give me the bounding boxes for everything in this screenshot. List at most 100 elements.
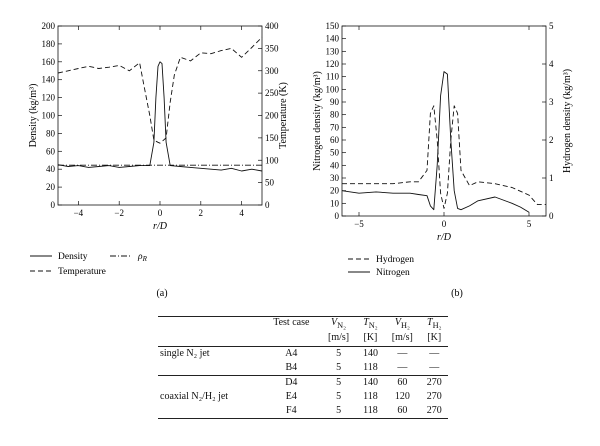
vn2-cell: 5 bbox=[336, 391, 342, 402]
y-right-tick-label: 350 bbox=[265, 43, 279, 53]
group-label: single N₂ jet bbox=[158, 346, 263, 361]
plot-frame bbox=[341, 25, 547, 217]
y-left-tick-label: 100 bbox=[42, 111, 56, 121]
y-left-tick-label: 200 bbox=[42, 21, 56, 31]
y-left-tick-label: 120 bbox=[42, 93, 56, 103]
vn2-cell: 5 bbox=[320, 404, 357, 419]
group-label bbox=[158, 375, 263, 390]
vn2-cell: 5 bbox=[320, 375, 357, 390]
group-label bbox=[158, 361, 262, 376]
y-left-tick-label: 60 bbox=[46, 146, 56, 156]
header-test-case: Test case bbox=[262, 316, 321, 347]
header-group bbox=[158, 316, 263, 347]
y-right-tick-label: 50 bbox=[265, 178, 275, 188]
y-right-tick-label: 2 bbox=[549, 135, 554, 145]
y-left-tick-label: 130 bbox=[326, 46, 340, 56]
tn2-cell: 140 bbox=[356, 346, 385, 361]
table-row: single N₂ jet A4 5 140 — — bbox=[158, 346, 448, 361]
x-tick-label: 0 bbox=[158, 208, 163, 218]
y-left-tick-label: 40 bbox=[330, 160, 340, 170]
series-line bbox=[341, 71, 530, 213]
table-row: coaxial N₂/H₂ jet E4 5 118 120 270 bbox=[158, 390, 448, 404]
y-right-axis-label: Hydrogen density (kg/m³) bbox=[562, 69, 573, 173]
x-axis-label: r/D bbox=[437, 232, 452, 243]
panel-a: −4 −2 0 2 4020406080100120140160180200050100… bbox=[28, 21, 289, 277]
legend-label: Temperature bbox=[58, 267, 106, 277]
header-t-h2: TH₂ [K] bbox=[420, 316, 448, 347]
y-right-tick-label: 300 bbox=[265, 66, 279, 76]
y-left-tick-label: 140 bbox=[326, 34, 340, 44]
y-left-tick-label: 60 bbox=[330, 135, 340, 145]
x-tick-label: 5 bbox=[527, 219, 532, 229]
y-left-tick-label: 80 bbox=[46, 128, 56, 138]
th2-cell: 270 bbox=[426, 391, 442, 402]
y-left-tick-label: 180 bbox=[42, 39, 56, 49]
y-right-tick-label: 0 bbox=[549, 211, 554, 221]
x-tick-label: 0 bbox=[442, 219, 447, 229]
tn2-cell: 118 bbox=[363, 362, 378, 373]
series-line bbox=[57, 61, 263, 172]
figure: −4 −2 0 2 4020406080100120140160180200050100… bbox=[28, 21, 573, 299]
y-right-tick-label: 250 bbox=[265, 88, 279, 98]
y-left-tick-label: 160 bbox=[42, 57, 56, 67]
x-axis-label: r/D bbox=[153, 221, 168, 232]
y-right-tick-label: 100 bbox=[265, 155, 279, 165]
x-tick-label: −5 bbox=[354, 219, 364, 229]
y-right-tick-label: 4 bbox=[549, 59, 554, 69]
legend-label: Hydrogen bbox=[376, 255, 414, 265]
y-left-tick-label: 120 bbox=[326, 59, 340, 69]
y-left-tick-label: 70 bbox=[330, 122, 340, 132]
y-left-axis-label: Nitrogen density (kg/m³) bbox=[312, 71, 323, 171]
y-left-tick-label: 40 bbox=[46, 164, 56, 174]
table-row: F4 5 118 60 270 bbox=[158, 404, 448, 419]
y-left-tick-label: 0 bbox=[335, 211, 340, 221]
group-label bbox=[158, 404, 263, 419]
panel-b: −5 0 5010203040506070809010011012013014015… bbox=[312, 21, 573, 278]
caption-b: (b) bbox=[451, 288, 463, 299]
case-cell: E4 bbox=[285, 391, 297, 402]
header-v-n2: VN₂ [m/s] bbox=[320, 316, 357, 347]
vn2-cell: 5 bbox=[320, 346, 357, 361]
x-tick-label: −2 bbox=[114, 208, 124, 218]
x-tick-label: 2 bbox=[199, 208, 204, 218]
y-right-tick-label: 5 bbox=[549, 21, 554, 31]
y-right-tick-label: 150 bbox=[265, 133, 279, 143]
group-label: coaxial N₂/H₂ jet bbox=[160, 391, 229, 402]
th2-cell: 270 bbox=[420, 404, 448, 419]
vh2-cell: 120 bbox=[394, 391, 410, 402]
y-left-tick-label: 30 bbox=[330, 173, 340, 183]
th2-cell: 270 bbox=[420, 375, 448, 390]
header-t-n2: TN₂ [K] bbox=[356, 316, 385, 347]
x-tick-label: 4 bbox=[239, 208, 244, 218]
y-left-tick-label: 110 bbox=[326, 72, 340, 82]
case-cell: A4 bbox=[262, 346, 321, 361]
y-left-tick-label: 150 bbox=[326, 21, 340, 31]
y-left-tick-label: 20 bbox=[330, 186, 340, 196]
test-case-table: Test case VN₂ [m/s] TN₂ [K] VH₂ [m/s] TH₂ [K… bbox=[158, 316, 448, 419]
y-left-tick-label: 80 bbox=[330, 110, 340, 120]
table-row: B4 5 118 — — bbox=[158, 361, 448, 376]
tn2-cell: 118 bbox=[356, 404, 385, 419]
y-right-tick-label: 200 bbox=[265, 111, 279, 121]
th2-cell: — bbox=[429, 362, 440, 373]
series-line bbox=[57, 36, 263, 144]
vn2-cell: 5 bbox=[336, 362, 342, 373]
caption-a: (a) bbox=[156, 288, 167, 299]
y-right-tick-label: 0 bbox=[265, 200, 270, 210]
legend-label: Nitrogen bbox=[376, 268, 410, 278]
vh2-cell: — bbox=[384, 346, 421, 361]
vh2-cell: 60 bbox=[384, 375, 421, 390]
table-header-row: Test case VN₂ [m/s] TN₂ [K] VH₂ [m/s] TH₂ [K… bbox=[158, 316, 448, 347]
y-left-tick-label: 0 bbox=[51, 200, 56, 210]
y-right-tick-label: 400 bbox=[265, 21, 279, 31]
y-left-tick-label: 10 bbox=[330, 198, 340, 208]
case-cell: F4 bbox=[262, 404, 321, 419]
y-right-axis-label: Temperature (K) bbox=[278, 82, 289, 149]
vh2-cell: 60 bbox=[384, 404, 421, 419]
series-line bbox=[342, 105, 546, 209]
case-cell: B4 bbox=[285, 362, 298, 373]
y-left-tick-label: 100 bbox=[326, 84, 340, 94]
y-left-tick-label: 20 bbox=[46, 182, 56, 192]
y-left-tick-label: 50 bbox=[330, 148, 340, 158]
y-right-tick-label: 3 bbox=[549, 97, 554, 107]
